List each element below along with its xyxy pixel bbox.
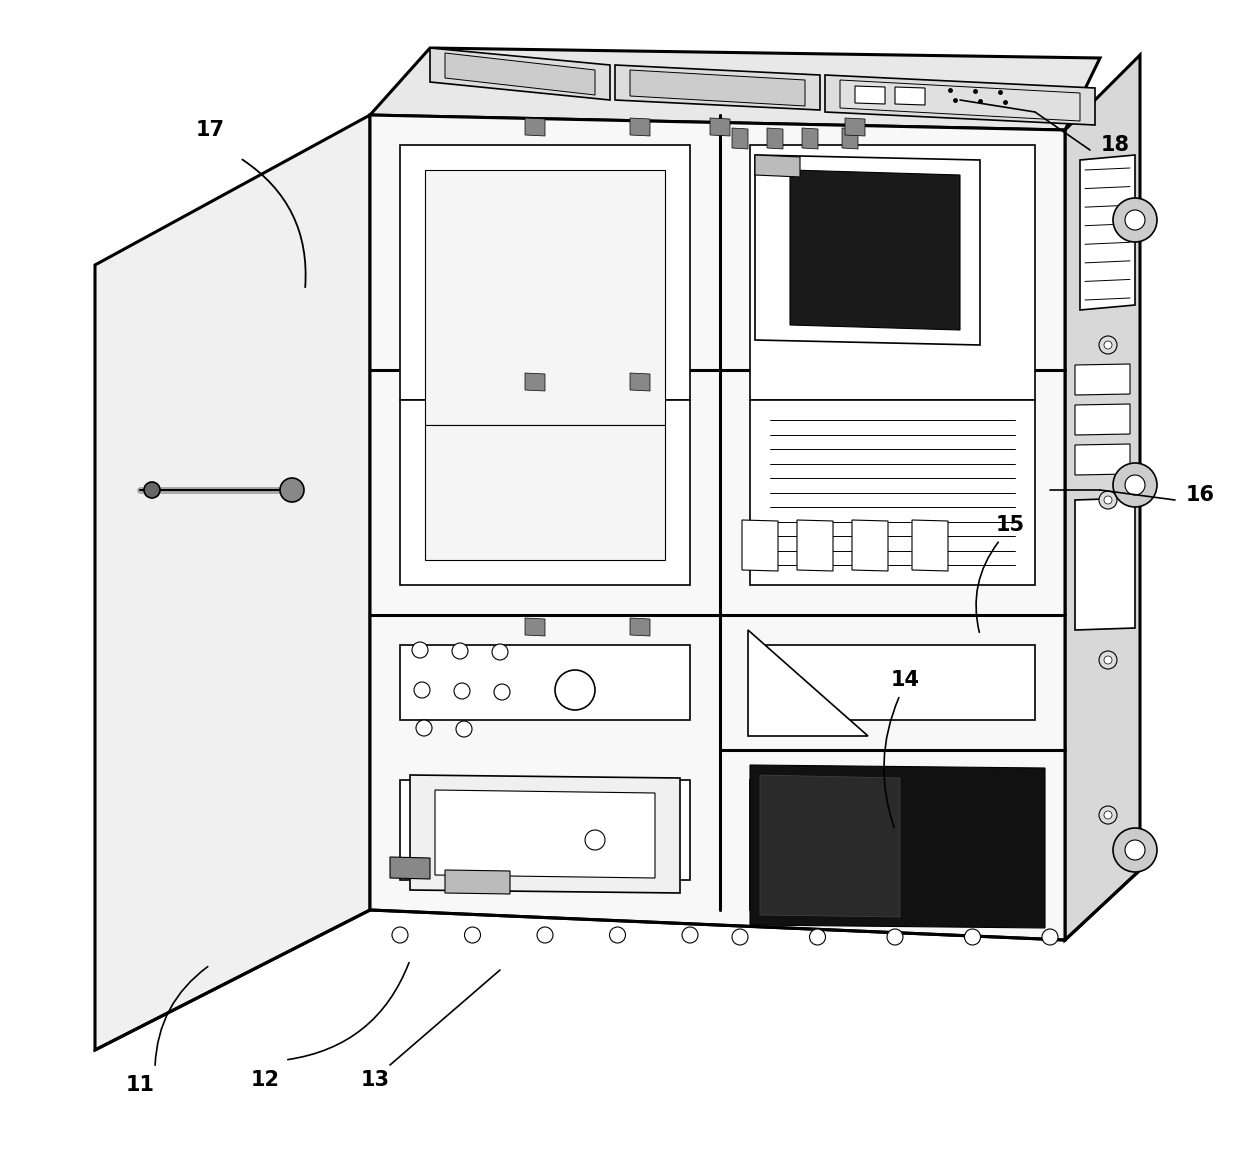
Circle shape — [453, 643, 467, 659]
Polygon shape — [911, 520, 949, 572]
Circle shape — [1114, 463, 1157, 507]
Circle shape — [1125, 475, 1145, 495]
Polygon shape — [895, 87, 925, 105]
Polygon shape — [410, 775, 680, 893]
Polygon shape — [1075, 497, 1135, 630]
Circle shape — [887, 929, 903, 946]
Circle shape — [412, 642, 428, 659]
Circle shape — [682, 927, 698, 943]
Text: 15: 15 — [996, 515, 1024, 535]
Polygon shape — [750, 766, 1045, 928]
Circle shape — [537, 927, 553, 943]
Polygon shape — [797, 520, 833, 572]
Polygon shape — [750, 400, 1035, 584]
Polygon shape — [370, 48, 1100, 131]
Circle shape — [465, 927, 481, 943]
Polygon shape — [1075, 445, 1130, 475]
Circle shape — [965, 929, 981, 946]
Circle shape — [414, 682, 430, 699]
Circle shape — [1099, 806, 1117, 824]
Polygon shape — [525, 118, 546, 136]
Text: 12: 12 — [250, 1070, 279, 1090]
Circle shape — [1099, 336, 1117, 354]
Text: 18: 18 — [1101, 135, 1130, 155]
Polygon shape — [425, 425, 665, 560]
Circle shape — [1125, 211, 1145, 230]
Circle shape — [610, 927, 625, 943]
Polygon shape — [1075, 405, 1130, 435]
Circle shape — [556, 670, 595, 710]
Polygon shape — [630, 118, 650, 136]
Text: 13: 13 — [361, 1070, 389, 1090]
Text: 17: 17 — [196, 120, 224, 140]
Circle shape — [1099, 492, 1117, 509]
Circle shape — [810, 929, 826, 946]
Polygon shape — [370, 115, 1065, 940]
Polygon shape — [760, 775, 900, 917]
Polygon shape — [615, 65, 820, 111]
Text: 11: 11 — [125, 1075, 155, 1095]
Polygon shape — [1080, 155, 1135, 310]
Circle shape — [1114, 828, 1157, 871]
Polygon shape — [630, 619, 650, 636]
Polygon shape — [630, 71, 805, 106]
Polygon shape — [425, 171, 665, 425]
Polygon shape — [430, 48, 610, 100]
Circle shape — [1104, 496, 1112, 505]
Polygon shape — [435, 790, 655, 878]
Polygon shape — [768, 128, 782, 149]
Polygon shape — [839, 80, 1080, 121]
Circle shape — [415, 720, 432, 736]
Circle shape — [1114, 198, 1157, 242]
Circle shape — [1125, 840, 1145, 860]
Polygon shape — [1075, 365, 1130, 395]
Polygon shape — [732, 128, 748, 149]
Circle shape — [732, 929, 748, 946]
Polygon shape — [95, 115, 370, 1050]
Circle shape — [392, 927, 408, 943]
Polygon shape — [844, 118, 866, 136]
Circle shape — [1104, 811, 1112, 818]
Polygon shape — [842, 128, 858, 149]
Polygon shape — [525, 373, 546, 390]
Text: 14: 14 — [890, 670, 920, 690]
Polygon shape — [856, 86, 885, 103]
Polygon shape — [525, 619, 546, 636]
Polygon shape — [802, 128, 818, 149]
Polygon shape — [391, 857, 430, 878]
Polygon shape — [755, 155, 800, 178]
Polygon shape — [401, 145, 689, 400]
Polygon shape — [630, 373, 650, 390]
Polygon shape — [445, 870, 510, 894]
Polygon shape — [742, 520, 777, 572]
Polygon shape — [750, 145, 1035, 400]
Text: 16: 16 — [1185, 485, 1214, 505]
Polygon shape — [711, 118, 730, 136]
Circle shape — [456, 721, 472, 737]
Polygon shape — [852, 520, 888, 572]
Polygon shape — [401, 780, 689, 880]
Circle shape — [1104, 341, 1112, 349]
Polygon shape — [445, 53, 595, 95]
Circle shape — [494, 684, 510, 700]
Circle shape — [454, 683, 470, 699]
Polygon shape — [755, 155, 980, 345]
Polygon shape — [790, 171, 960, 330]
Circle shape — [1099, 652, 1117, 669]
Polygon shape — [825, 75, 1095, 125]
Circle shape — [280, 477, 304, 502]
Polygon shape — [401, 644, 689, 720]
Polygon shape — [748, 630, 868, 736]
Polygon shape — [750, 780, 1035, 910]
Polygon shape — [750, 644, 1035, 720]
Circle shape — [144, 482, 160, 497]
Circle shape — [1042, 929, 1058, 946]
Polygon shape — [401, 400, 689, 584]
Circle shape — [492, 644, 508, 660]
Circle shape — [1104, 656, 1112, 664]
Polygon shape — [1065, 55, 1140, 940]
Circle shape — [585, 830, 605, 850]
